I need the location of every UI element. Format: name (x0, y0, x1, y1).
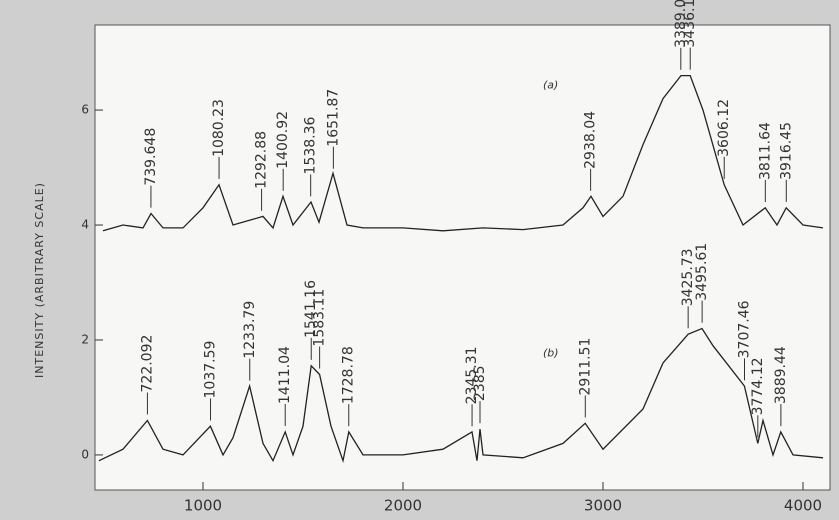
trace (98, 327, 824, 464)
peak-label: 2385 (472, 365, 488, 401)
x-tick-label: 2000 (384, 497, 422, 515)
y-tick-label: 6 (81, 103, 89, 117)
peak-label: 3889.44 (773, 346, 789, 404)
series-label: (a) (543, 79, 558, 92)
peak-label: 1728.78 (341, 346, 357, 404)
y-tick-label: 4 (81, 218, 89, 232)
peak-label: 1651.87 (325, 89, 341, 147)
peak-label: 3606.12 (716, 99, 732, 157)
peak-label: 739.648 (143, 128, 159, 186)
peak-label: 1233.79 (242, 301, 258, 359)
peak-label: 1411.04 (277, 346, 293, 404)
y-tick-label: 0 (81, 447, 89, 461)
series-label: (b) (543, 346, 559, 359)
peak-label: 3425.73 (680, 248, 696, 306)
peak-label: 2938.04 (583, 111, 599, 169)
peak-label: 3495.61 (694, 243, 710, 301)
x-tick-label: 3000 (584, 497, 622, 515)
peak-label: 1080.23 (211, 99, 227, 157)
peak-label: 722.092 (139, 335, 155, 393)
peak-label: 3811.64 (757, 122, 773, 180)
plot-area (94, 24, 831, 491)
peak-label: 3389.05 (673, 0, 689, 48)
peak-label: 3774.12 (750, 357, 766, 415)
y-axis-label: INTENSITY (ARBITRARY SCALE) (33, 182, 46, 378)
peak-label: 3436.12 (682, 0, 698, 48)
peak-label: 2345.31 (464, 346, 480, 404)
peak-label: 1037.59 (203, 341, 219, 399)
peak-label: 3707.46 (736, 300, 752, 358)
peak-label: 1292.88 (254, 131, 270, 189)
peak-label: 2911.51 (577, 338, 593, 396)
peak-label: 1538.36 (303, 116, 319, 174)
y-tick-label: 2 (81, 332, 89, 346)
peak-label: 1583.11 (312, 289, 328, 347)
peak-label: 1541.16 (303, 280, 319, 338)
peak-label: 3916.45 (778, 122, 794, 180)
x-tick-label: 1000 (184, 497, 222, 515)
x-tick-label: 4000 (784, 497, 822, 515)
trace (102, 74, 824, 232)
peak-label: 1400.92 (275, 111, 291, 169)
